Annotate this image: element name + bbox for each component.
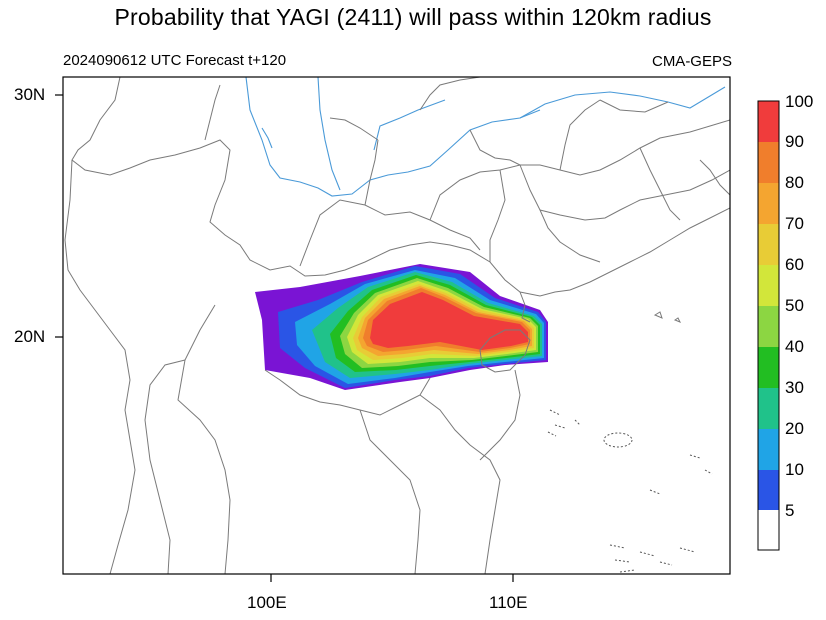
borders [64, 77, 730, 574]
colorbar-label: 5 [785, 501, 795, 520]
colorbar-label: 30 [785, 378, 804, 397]
colorbar-label: 20 [785, 419, 804, 438]
x-tick-label: 100E [247, 593, 287, 612]
colorbar-swatch-40 [758, 306, 779, 347]
colorbar-swatch-90 [758, 101, 779, 142]
probability-shading [255, 264, 548, 390]
colorbar-swatch-20 [758, 388, 779, 429]
colorbar-swatch-30 [758, 347, 779, 388]
colorbar-label: 80 [785, 173, 804, 192]
x-tick-label: 110E [489, 593, 528, 612]
colorbar-swatch-60 [758, 224, 779, 265]
islands [547, 409, 713, 573]
rivers [245, 77, 726, 197]
forecast-time-label: 2024090612 UTC Forecast t+120 [63, 52, 287, 69]
colorbar-swatch-70 [758, 183, 779, 224]
chart-title: Probability that YAGI (2411) will pass w… [114, 4, 712, 30]
colorbar-swatch-5 [758, 470, 779, 510]
prob-band-100 [370, 292, 528, 350]
colorbar-label: 70 [785, 214, 804, 233]
map-frame [62, 76, 731, 575]
y-tick-label: 20N [14, 327, 46, 346]
y-tick-label: 30N [14, 85, 46, 104]
colorbar [757, 100, 780, 551]
colorbar-label: 50 [785, 296, 804, 315]
colorbar-swatch-0 [758, 510, 779, 550]
colorbar-swatch-10 [758, 429, 779, 470]
colorbar-swatch-50 [758, 265, 779, 306]
colorbar-label: 60 [785, 255, 804, 274]
map-area [64, 77, 730, 574]
colorbar-label: 10 [785, 460, 804, 479]
colorbar-label: 100 [785, 92, 814, 111]
axis-ticks [55, 94, 514, 582]
colorbar-frame [757, 100, 780, 551]
colorbar-swatch-80 [758, 142, 779, 183]
model-name-label: CMA-GEPS [651, 53, 732, 70]
colorbar-label: 40 [785, 337, 804, 356]
colorbar-label: 90 [785, 132, 804, 151]
